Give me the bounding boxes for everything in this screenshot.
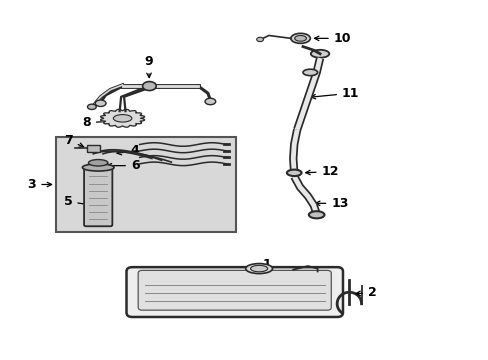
Ellipse shape [256,37,263,41]
Ellipse shape [290,33,310,43]
Text: 4: 4 [117,144,140,157]
Text: 10: 10 [314,32,350,45]
Ellipse shape [88,159,108,166]
Ellipse shape [310,50,329,58]
FancyBboxPatch shape [87,145,100,152]
Ellipse shape [303,69,317,76]
Ellipse shape [294,36,306,41]
Ellipse shape [82,164,114,171]
Text: 5: 5 [63,195,89,208]
FancyBboxPatch shape [138,270,330,310]
Ellipse shape [87,104,96,109]
Text: 13: 13 [315,197,348,210]
Ellipse shape [113,114,132,122]
Ellipse shape [95,100,106,107]
FancyBboxPatch shape [126,267,342,317]
Ellipse shape [250,265,267,272]
Ellipse shape [308,211,324,219]
Ellipse shape [204,98,215,105]
Text: 6: 6 [107,159,139,172]
Text: 12: 12 [305,165,338,178]
Text: 2: 2 [355,287,376,300]
Ellipse shape [142,82,156,90]
FancyBboxPatch shape [84,168,112,226]
Text: 7: 7 [64,134,83,147]
Ellipse shape [286,170,301,176]
Text: 8: 8 [82,116,109,129]
Text: 3: 3 [28,178,52,191]
Ellipse shape [245,264,272,274]
Polygon shape [101,109,144,127]
Text: 11: 11 [310,87,359,100]
FancyBboxPatch shape [56,137,236,232]
Text: 1: 1 [255,258,270,271]
Text: 9: 9 [144,55,152,77]
